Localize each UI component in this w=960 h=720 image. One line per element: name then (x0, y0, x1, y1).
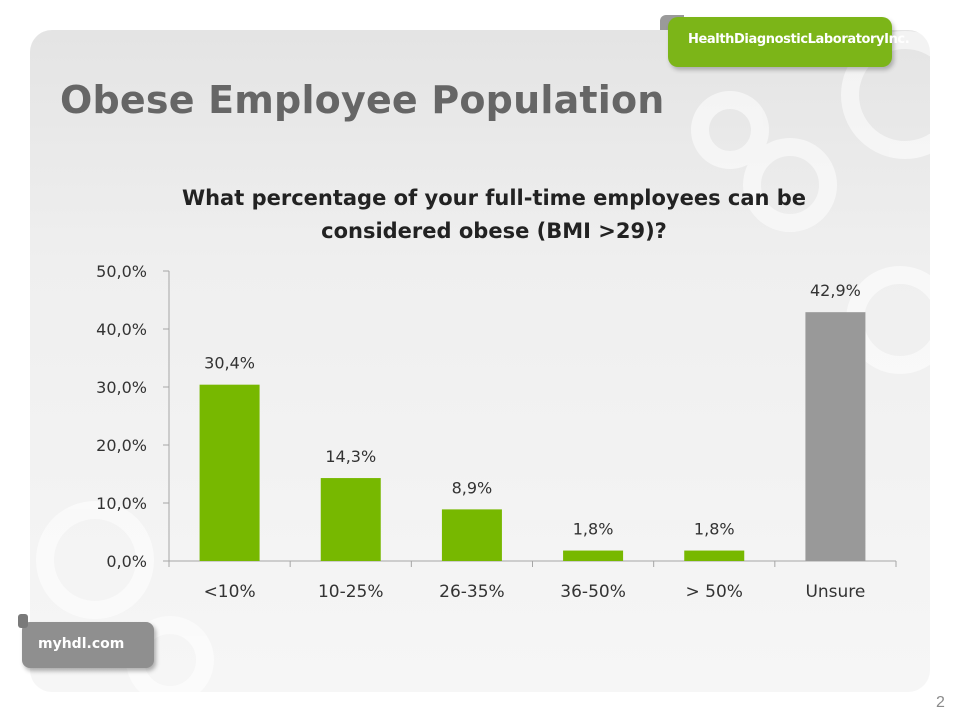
y-tick-label: 10,0% (96, 494, 147, 513)
data-label: 1,8% (694, 520, 735, 539)
x-tick-label: Unsure (805, 582, 865, 602)
y-tick-label: 30,0% (96, 378, 147, 397)
bar (320, 478, 381, 561)
bar (199, 384, 260, 561)
x-tick-label: 10-25% (318, 582, 384, 602)
chart-title-line: What percentage of your full-time employ… (182, 186, 806, 210)
myhdl-logo-text: myhdl.com (38, 636, 125, 652)
y-tick-label: 50,0% (96, 262, 147, 281)
bar (805, 312, 866, 561)
data-label: 8,9% (452, 478, 493, 497)
bar (684, 550, 745, 561)
data-label: 14,3% (325, 447, 376, 466)
bar (441, 509, 502, 561)
data-label: 30,4% (204, 354, 255, 373)
y-tick-label: 20,0% (96, 436, 147, 455)
x-tick-label: 36-50% (560, 582, 626, 602)
hdl-logo-text: HealthDiagnosticLaboratoryInc. (688, 32, 910, 47)
page-number: 2 (936, 694, 945, 711)
data-label: 42,9% (810, 281, 861, 300)
x-tick-label: > 50% (686, 582, 743, 602)
page-title: Obese Employee Population (60, 78, 665, 122)
y-tick-label: 40,0% (96, 320, 147, 339)
x-tick-label: <10% (204, 582, 256, 602)
myhdl-logo[interactable]: myhdl.com (18, 614, 154, 668)
x-tick-label: 26-35% (439, 582, 505, 602)
chart-title-line: considered obese (BMI >29)? (321, 219, 667, 243)
y-tick-label: 0,0% (106, 552, 147, 571)
logo-tab (18, 614, 28, 628)
data-label: 1,8% (573, 520, 614, 539)
bar (563, 550, 624, 561)
